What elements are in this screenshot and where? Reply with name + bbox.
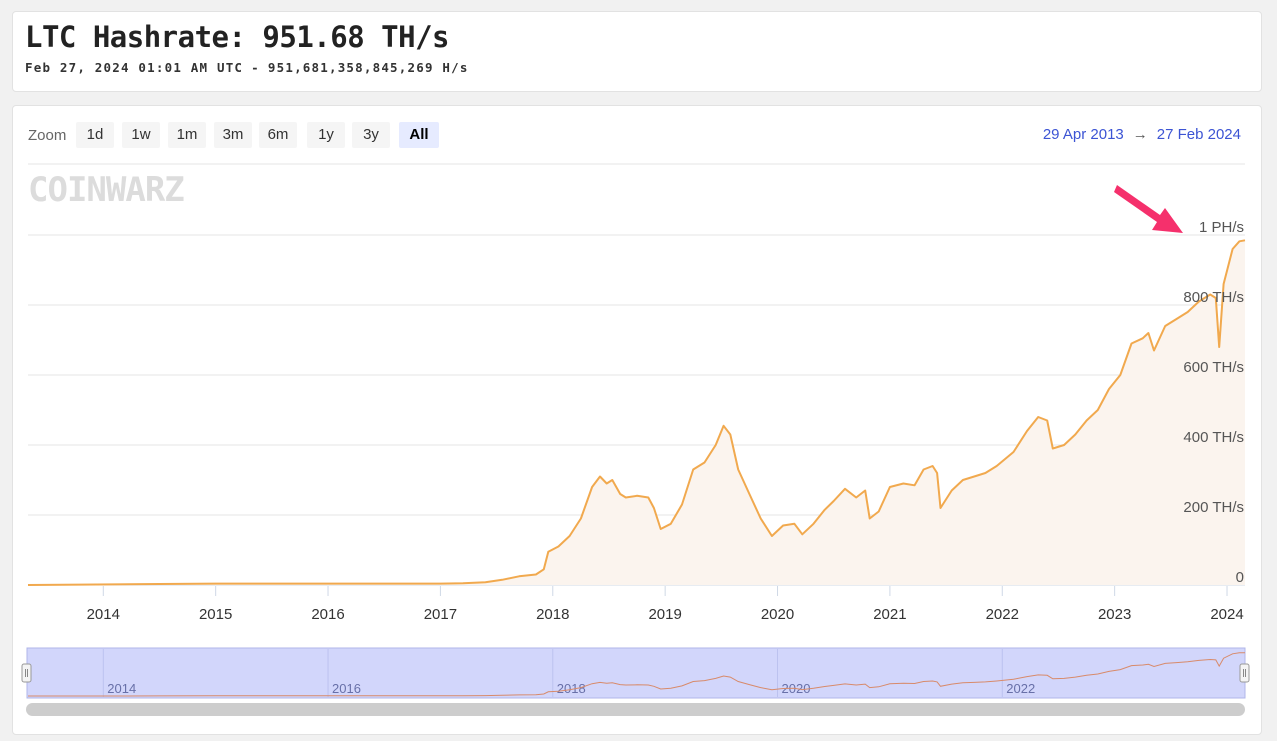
x-tick-label: 2024	[1210, 606, 1243, 623]
y-axis: 0 200 TH/s 400 TH/s 600 TH/s 800 TH/s 1 PH/s	[1183, 219, 1244, 586]
chart-card: Zoom 1d 1w 1m 3m 6m 1y 3y All 29 Apr 201…	[12, 105, 1262, 735]
raw-hashrate: 951,681,358,845,269 H/s	[267, 60, 469, 75]
timestamp: Feb 27, 2024 01:01 AM UTC	[25, 60, 244, 75]
navigator-line	[28, 652, 1246, 697]
x-tick-label: 2023	[1098, 606, 1131, 623]
zoom-all-button[interactable]: All	[399, 122, 439, 148]
zoom-6m-button[interactable]: 6m	[259, 122, 297, 148]
zoom-3m-button[interactable]: 3m	[214, 122, 252, 148]
navigator-tick-label: 2018	[557, 681, 586, 696]
x-tick-label: 2019	[648, 606, 681, 623]
y-tick-label: 800 TH/s	[1183, 289, 1244, 306]
zoom-1d-button[interactable]: 1d	[76, 122, 114, 148]
navigator-tick-label: 2014	[107, 681, 136, 696]
navigator-tick-label: 2022	[1006, 681, 1035, 696]
x-tick-label: 2022	[986, 606, 1019, 623]
date-range: 29 Apr 2013 → 27 Feb 2024	[1043, 126, 1241, 143]
page-title: LTC Hashrate: 951.68 TH/s	[25, 20, 450, 54]
y-tick-label: 600 TH/s	[1183, 359, 1244, 376]
hashrate-line	[27, 239, 1246, 586]
subtitle: Feb 27, 2024 01:01 AM UTC -951,681,358,84…	[25, 60, 469, 75]
zoom-3y-button[interactable]: 3y	[352, 122, 390, 148]
navigator-scrollbar[interactable]	[26, 703, 1245, 716]
y-tick-label: 400 TH/s	[1183, 429, 1244, 446]
subtitle-separator: -	[251, 60, 260, 75]
navigator: 2014 2016 2018 2020 2022	[21, 647, 1250, 699]
navigator-right-handle[interactable]	[1239, 663, 1250, 683]
x-tick-label: 2021	[873, 606, 906, 623]
x-tick-label: 2016	[311, 606, 344, 623]
range-to[interactable]: 27 Feb 2024	[1156, 126, 1241, 143]
zoom-1y-button[interactable]: 1y	[307, 122, 345, 148]
navigator-mask[interactable]	[26, 647, 1246, 699]
x-tick-label: 2020	[761, 606, 794, 623]
x-axis: 2014 2015 2016 2017 2018 2019 2020 2021 2022 2023…	[87, 586, 1244, 623]
y-tick-label: 0	[1236, 569, 1244, 586]
coinwarz-watermark: COINWARZ	[28, 170, 184, 210]
x-tick-label: 2014	[87, 606, 120, 623]
annotation-arrow-icon	[1114, 185, 1183, 233]
hashrate-area	[28, 240, 1245, 586]
y-tick-label: 200 TH/s	[1183, 499, 1244, 516]
navigator-tick-label: 2016	[332, 681, 361, 696]
x-tick-label: 2018	[536, 606, 569, 623]
range-arrow-icon: →	[1132, 126, 1148, 143]
x-tick-label: 2015	[199, 606, 232, 623]
navigator-left-handle[interactable]	[21, 663, 32, 683]
range-from[interactable]: 29 Apr 2013	[1042, 126, 1124, 143]
zoom-label: Zoom	[28, 127, 67, 144]
header-card: LTC Hashrate: 951.68 TH/s Feb 27, 2024 0…	[12, 11, 1262, 92]
y-tick-label: 1 PH/s	[1199, 219, 1244, 236]
x-tick-label: 2017	[424, 606, 457, 623]
zoom-1m-button[interactable]: 1m	[168, 122, 206, 148]
zoom-1w-button[interactable]: 1w	[122, 122, 160, 148]
